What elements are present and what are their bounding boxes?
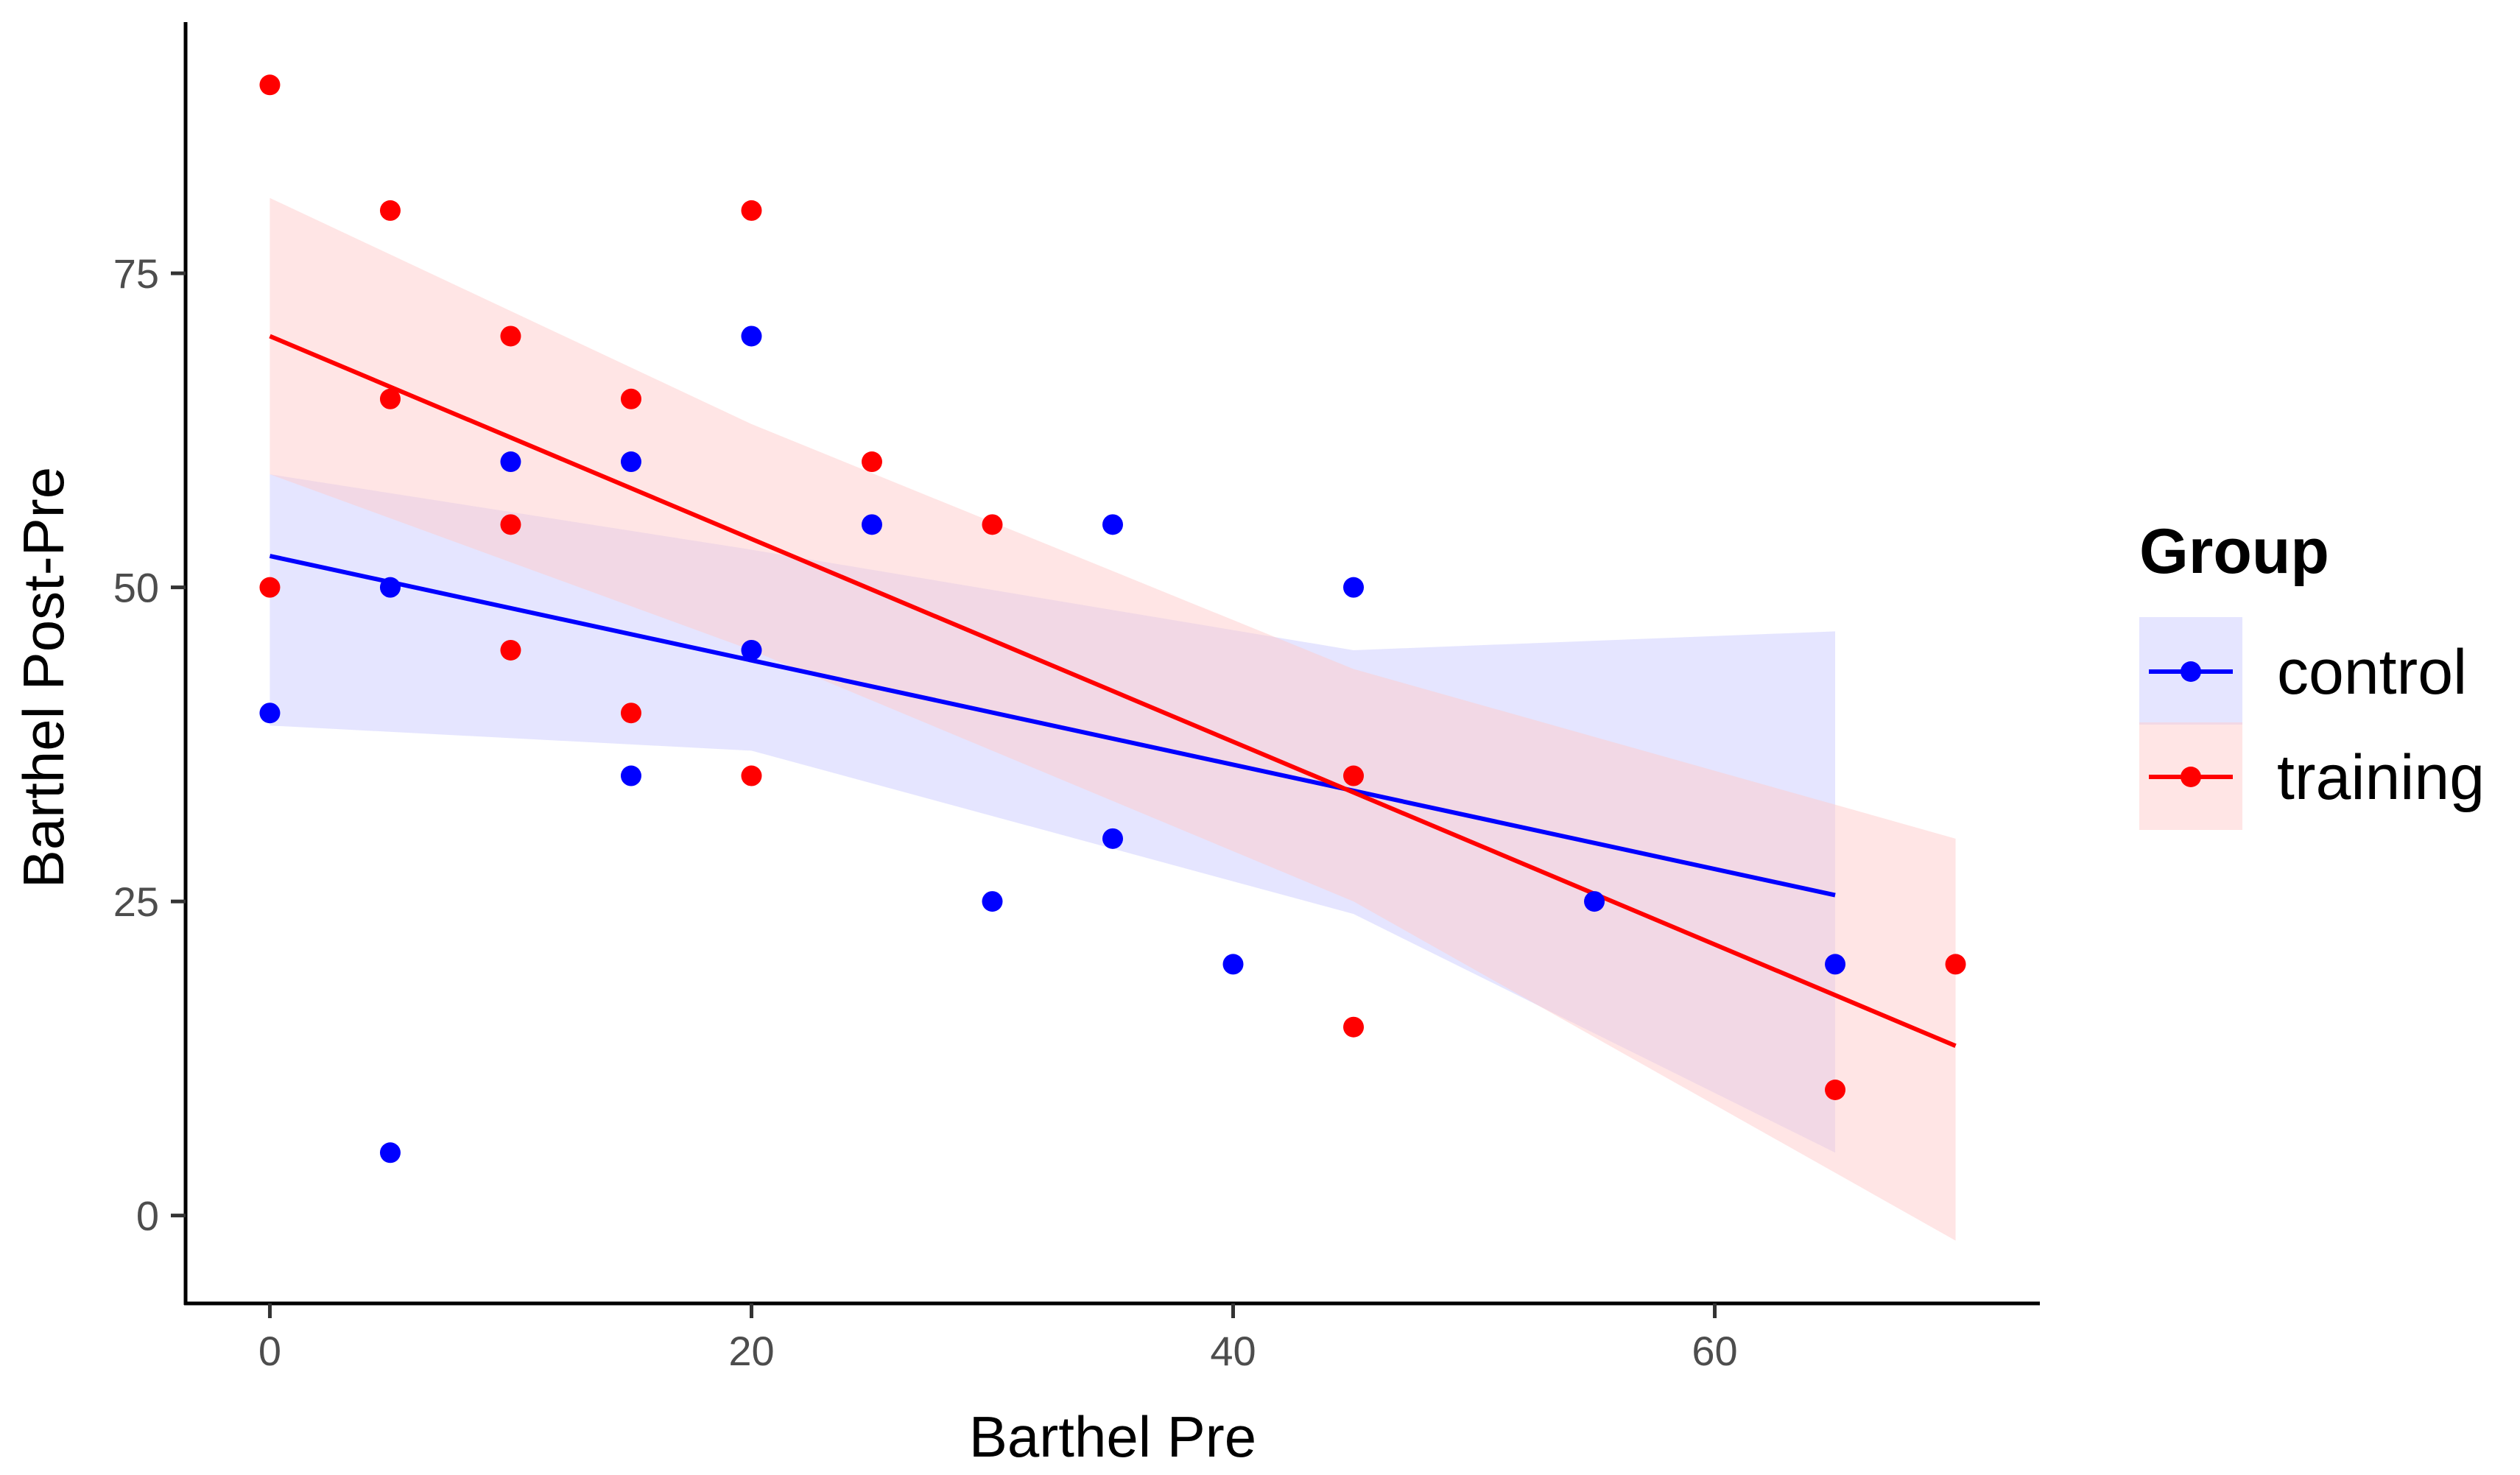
confidence-band-training (270, 197, 1956, 1241)
y-tick-label: 25 (113, 879, 159, 925)
data-point-control (1343, 577, 1365, 598)
data-point-training (259, 74, 281, 96)
data-point-training (620, 388, 641, 409)
y-tick-label: 50 (113, 565, 159, 611)
legend-point-control (2181, 661, 2201, 682)
data-point-training (1343, 765, 1365, 786)
data-point-control (500, 451, 521, 473)
x-tick-label: 20 (728, 1328, 774, 1374)
legend-point-training (2181, 767, 2201, 787)
data-point-training (982, 514, 1003, 535)
data-point-training (861, 451, 882, 473)
data-points (259, 74, 1966, 1164)
data-point-training (379, 388, 401, 409)
data-point-training (1343, 1016, 1365, 1038)
data-point-training (379, 200, 401, 221)
legend-label-training: training (2277, 742, 2485, 813)
legend: Group control training (2139, 516, 2485, 830)
data-point-training (259, 577, 281, 598)
axes (183, 22, 2040, 1306)
data-point-control (1222, 954, 1244, 975)
axis-ticks: 0 25 50 75 0 20 40 60 (113, 250, 1738, 1374)
data-point-training (1825, 1080, 1846, 1100)
y-axis-title: Barthel Post-Pre (11, 467, 76, 888)
legend-label-control: control (2277, 637, 2467, 708)
data-point-control (741, 639, 762, 661)
data-point-control (1825, 954, 1846, 975)
data-point-training (741, 200, 762, 221)
fit-line-training (269, 334, 1957, 1049)
x-tick-label: 0 (258, 1328, 281, 1374)
confidence-band-control (270, 474, 1836, 1153)
data-point-training (500, 325, 521, 347)
data-point-control (982, 891, 1003, 912)
data-point-control (259, 703, 281, 724)
data-point-training (620, 703, 641, 724)
fit-lines (269, 334, 1957, 1049)
data-point-control (620, 451, 641, 473)
data-point-training (1945, 954, 1966, 975)
confidence-bands (270, 197, 1956, 1241)
x-tick-label: 40 (1210, 1328, 1256, 1374)
data-point-control (379, 577, 401, 598)
data-point-control (1102, 514, 1123, 535)
data-point-training (741, 765, 762, 786)
data-point-control (861, 514, 882, 535)
y-tick-label: 75 (113, 250, 159, 297)
data-point-control (1584, 891, 1605, 912)
x-axis-title: Barthel Pre (969, 1404, 1256, 1469)
data-point-control (620, 765, 641, 786)
y-tick-label: 0 (136, 1193, 159, 1239)
data-point-control (379, 1142, 401, 1164)
data-point-training (500, 514, 521, 535)
x-tick-label: 60 (1692, 1328, 1737, 1374)
legend-title: Group (2139, 516, 2329, 587)
data-point-control (1102, 828, 1123, 849)
data-point-control (741, 325, 762, 347)
fit-line-control (269, 554, 1836, 898)
data-point-training (500, 639, 521, 661)
